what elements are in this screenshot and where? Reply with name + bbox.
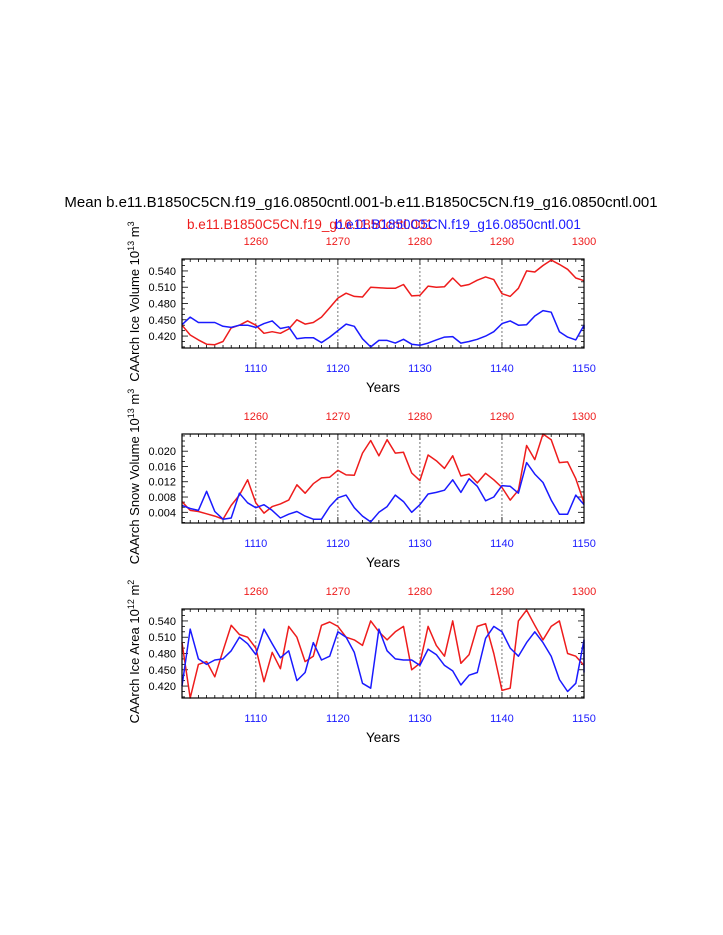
y-tick-label: 0.420 (148, 681, 176, 693)
x-bottom-tick-label: 1120 (326, 538, 350, 550)
main-title: Mean b.e11.B1850C5CN.f19_g16.0850cntl.00… (64, 194, 657, 211)
y-tick-label: 0.020 (148, 446, 176, 458)
x-bottom-tick-label: 1120 (326, 713, 350, 725)
panel-2: 0.004 0.008 0.012 0.016 0.020 1110 1120 1130 114… (126, 389, 596, 570)
x-top-tick-label: 1290 (490, 236, 514, 248)
x-top-tick-label: 1300 (572, 411, 596, 423)
x-top-tick-label: 1260 (244, 586, 268, 598)
y-tick-label: 0.480 (148, 649, 176, 661)
y-tick-label: 0.004 (148, 507, 176, 519)
series-line-blue (181, 625, 585, 693)
x-axis-label: Years (366, 555, 400, 570)
x-top-tick-label: 1290 (490, 411, 514, 423)
panel-1: 0.420 0.450 0.480 0.510 0.540 1110 1120 1130 114… (126, 221, 596, 395)
x-bottom-tick-label: 1150 (572, 538, 596, 550)
y-tick-label: 0.008 (148, 492, 176, 504)
x-bottom-tick-label: 1140 (490, 713, 514, 725)
x-bottom-tick-label: 1110 (244, 713, 267, 725)
y-axis-label: CAArch Snow Volume 1013 m3 (126, 389, 142, 564)
y-tick-label: 0.480 (148, 299, 176, 311)
y-tick-label: 0.420 (148, 331, 176, 343)
y-tick-label: 0.450 (148, 315, 176, 327)
x-bottom-tick-label: 1150 (572, 713, 596, 725)
y-axis-label: CAArch Ice Volume 1013 m3 (126, 221, 142, 381)
x-top-tick-label: 1270 (326, 236, 350, 248)
x-top-tick-label: 1280 (408, 586, 432, 598)
x-top-tick-label: 1270 (326, 586, 350, 598)
x-bottom-tick-label: 1140 (490, 538, 514, 550)
series-line-red (181, 609, 585, 699)
plot-frame (181, 433, 585, 524)
legend-red-label: b.e11.B1850C5CN.f19_g16.0850cntl.001 (187, 217, 433, 232)
x-top-tick-label: 1260 (244, 236, 268, 248)
series-line-blue (181, 461, 585, 523)
y-tick-label: 0.510 (148, 632, 176, 644)
series-line-red (181, 433, 585, 520)
panel-3: 0.420 0.450 0.480 0.510 0.540 1110 1120 1130 114… (126, 580, 596, 745)
x-bottom-tick-label: 1110 (244, 538, 267, 550)
x-top-tick-label: 1300 (572, 236, 596, 248)
plot-frame (181, 258, 585, 349)
x-bottom-tick-label: 1110 (244, 363, 267, 375)
y-tick-label: 0.540 (148, 266, 176, 278)
x-bottom-tick-label: 1150 (572, 363, 596, 375)
y-tick-label: 0.012 (148, 477, 176, 489)
x-bottom-tick-label: 1140 (490, 363, 514, 375)
x-axis-label: Years (366, 730, 400, 745)
series-line-blue (181, 309, 585, 348)
x-bottom-tick-label: 1130 (408, 363, 432, 375)
x-top-tick-label: 1300 (572, 586, 596, 598)
panels: 0.420 0.450 0.480 0.510 0.540 1110 1120 1130 114… (126, 221, 596, 745)
x-top-tick-label: 1260 (244, 411, 268, 423)
x-bottom-tick-label: 1130 (408, 713, 432, 725)
x-top-tick-label: 1280 (408, 411, 432, 423)
y-tick-label: 0.016 (148, 461, 176, 473)
x-bottom-tick-label: 1120 (326, 363, 350, 375)
x-axis-label: Years (366, 380, 400, 395)
y-tick-label: 0.450 (148, 665, 176, 677)
series-line-red (181, 259, 585, 346)
x-top-tick-label: 1290 (490, 586, 514, 598)
x-top-tick-label: 1280 (408, 236, 432, 248)
y-tick-label: 0.540 (148, 616, 176, 628)
y-axis-label: CAArch Ice Area 1012 m2 (126, 580, 142, 724)
x-bottom-tick-label: 1130 (408, 538, 432, 550)
y-tick-label: 0.510 (148, 282, 176, 294)
x-top-tick-label: 1270 (326, 411, 350, 423)
legend-blue-label: b.e11.B1850C5CN.f19_g16.0850cntl.001 (335, 217, 581, 232)
plot-frame (181, 608, 585, 699)
